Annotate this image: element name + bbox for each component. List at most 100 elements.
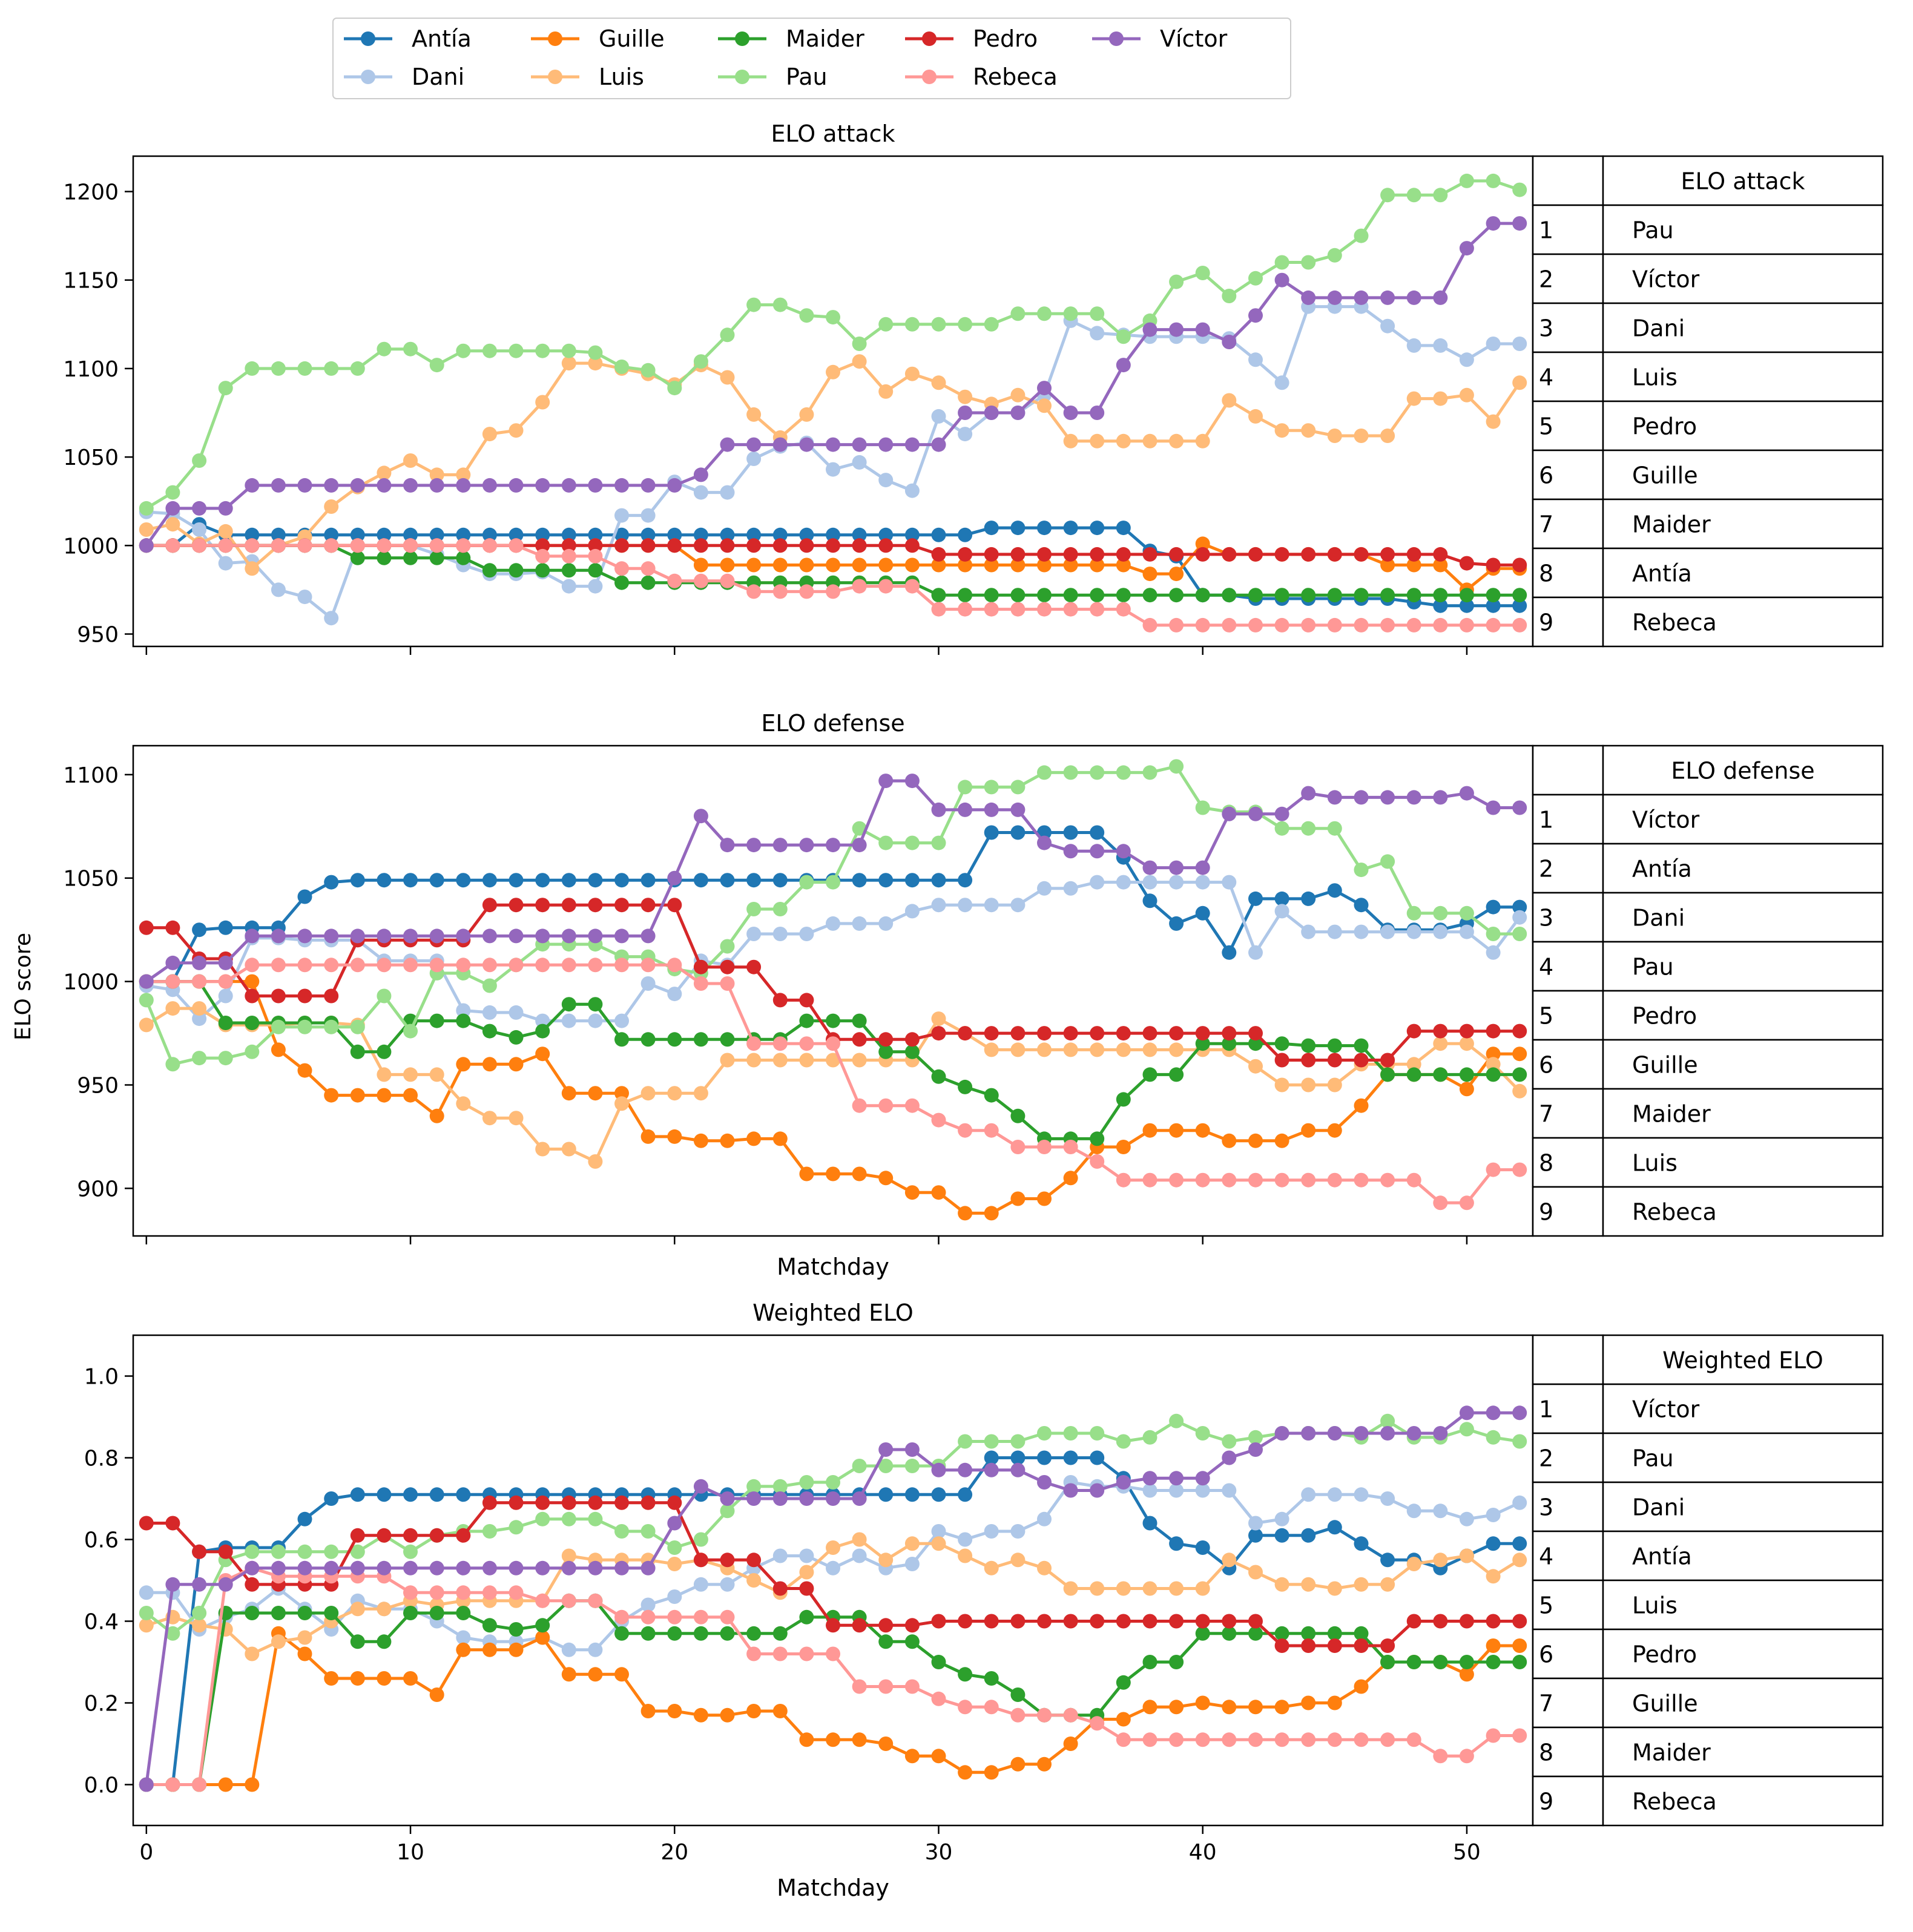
table-rank-cell [1532, 1775, 1604, 1827]
data-point [614, 1626, 629, 1641]
data-point [297, 478, 312, 493]
table-rank: 4 [1539, 954, 1553, 981]
data-point [1248, 1516, 1263, 1531]
data-point [1327, 248, 1342, 263]
data-point [218, 1577, 233, 1592]
data-point [456, 1585, 471, 1600]
data-point [1116, 875, 1131, 890]
table-rank: 1 [1539, 1396, 1553, 1423]
data-point [403, 341, 418, 356]
data-point [1063, 521, 1078, 536]
data-point [561, 1495, 576, 1510]
data-point [693, 354, 708, 369]
data-point [667, 538, 682, 553]
data-point [1116, 547, 1131, 562]
data-point [772, 1581, 788, 1596]
data-point [826, 1618, 840, 1633]
table-player-name: Pedro [1632, 1641, 1697, 1668]
table-rank: 5 [1539, 413, 1553, 440]
data-point [1010, 1756, 1026, 1772]
data-point [1354, 1638, 1369, 1653]
data-point [1195, 322, 1210, 337]
data-point [1486, 1614, 1501, 1629]
data-point [377, 341, 392, 356]
data-point [1459, 1024, 1474, 1039]
data-point [1433, 905, 1448, 921]
data-point [1354, 1536, 1369, 1551]
table-name-cell [1602, 1677, 1884, 1729]
data-point [1116, 1475, 1131, 1490]
data-point [720, 1133, 735, 1148]
data-point [1433, 290, 1448, 305]
data-point [1486, 216, 1501, 231]
data-point [852, 455, 867, 470]
data-point [693, 976, 708, 991]
data-point [984, 1614, 999, 1629]
ranking-table: Weighted ELO 1 Víctor 2 Pau 3 Dani 4 Antía 5 Luis 6… [1532, 1334, 1884, 1827]
data-point [535, 548, 550, 564]
data-point [904, 557, 920, 573]
data-point [931, 1691, 946, 1706]
data-point [1116, 1675, 1131, 1690]
data-point [403, 1024, 418, 1039]
legend-entry-dani: Dani [344, 64, 464, 90]
data-point [1222, 1614, 1237, 1629]
data-point [1195, 1540, 1210, 1555]
data-point [1406, 905, 1421, 921]
data-point [667, 1129, 682, 1144]
data-point [1010, 588, 1026, 603]
data-point [1327, 547, 1342, 562]
data-point [693, 485, 708, 500]
series-group [139, 1405, 1527, 1792]
data-point [904, 904, 920, 919]
data-point [1327, 588, 1342, 603]
data-point [297, 1544, 312, 1559]
data-point [1142, 1471, 1157, 1486]
data-point [746, 1479, 762, 1494]
data-point [535, 1560, 550, 1576]
data-point [1433, 1036, 1448, 1051]
data-point [904, 366, 920, 381]
data-point [1301, 423, 1316, 438]
data-point [218, 524, 233, 539]
data-point [1169, 1655, 1184, 1669]
data-point [297, 1646, 312, 1661]
data-point [1486, 1430, 1501, 1445]
data-point [1142, 1430, 1157, 1445]
data-point [720, 939, 735, 954]
data-point [561, 898, 576, 913]
data-point [1222, 1172, 1237, 1188]
data-point [165, 517, 180, 532]
data-point [1195, 1036, 1210, 1051]
data-point [1195, 1626, 1210, 1641]
data-point [245, 527, 260, 542]
data-point [1090, 1614, 1105, 1629]
legend-marker [548, 70, 562, 84]
data-point [245, 1544, 260, 1559]
data-point [1248, 1528, 1263, 1543]
data-point [1010, 1140, 1026, 1154]
data-point [1222, 945, 1237, 960]
data-point [1433, 1749, 1448, 1764]
data-point [1459, 1195, 1474, 1211]
data-point [799, 527, 814, 542]
data-point [852, 1459, 867, 1473]
data-point [1090, 1042, 1105, 1057]
data-point [1010, 898, 1026, 913]
data-point [958, 317, 973, 332]
data-point [826, 462, 840, 477]
data-point [746, 1053, 762, 1068]
data-point [904, 1634, 920, 1649]
data-point [1142, 765, 1157, 780]
data-point [403, 1487, 418, 1502]
data-point [588, 356, 603, 371]
data-point [535, 1046, 550, 1062]
legend-marker [361, 70, 375, 84]
data-point [746, 1626, 762, 1641]
data-point [958, 557, 973, 573]
data-point [1512, 1614, 1527, 1629]
data-point [1142, 617, 1157, 632]
data-point [1116, 1712, 1131, 1727]
data-point [772, 1646, 788, 1661]
